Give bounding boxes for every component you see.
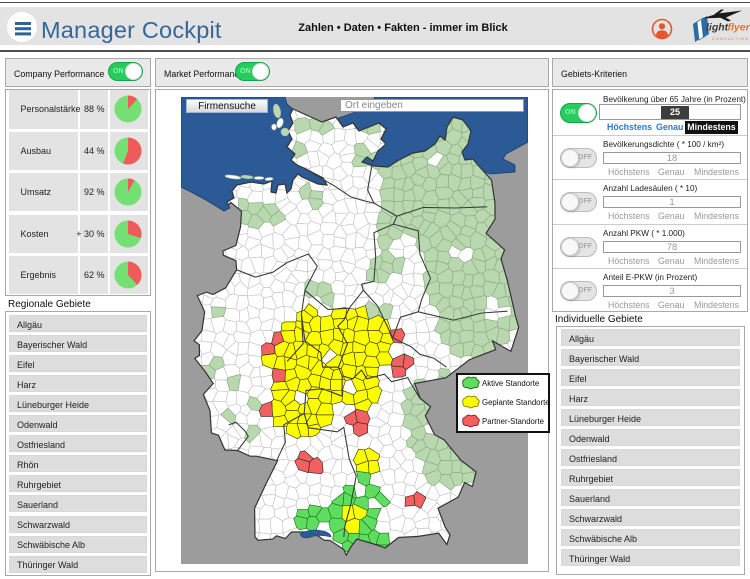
- svg-text:light: light: [706, 22, 729, 34]
- svg-text:Geplante Standorte: Geplante Standorte: [482, 398, 550, 407]
- svg-text:flyer: flyer: [728, 22, 750, 34]
- svg-text:Partner-Standorte: Partner-Standorte: [482, 417, 544, 426]
- svg-text:CONSULTING: CONSULTING: [712, 37, 749, 41]
- svg-text:Aktive Standorte: Aktive Standorte: [482, 379, 539, 388]
